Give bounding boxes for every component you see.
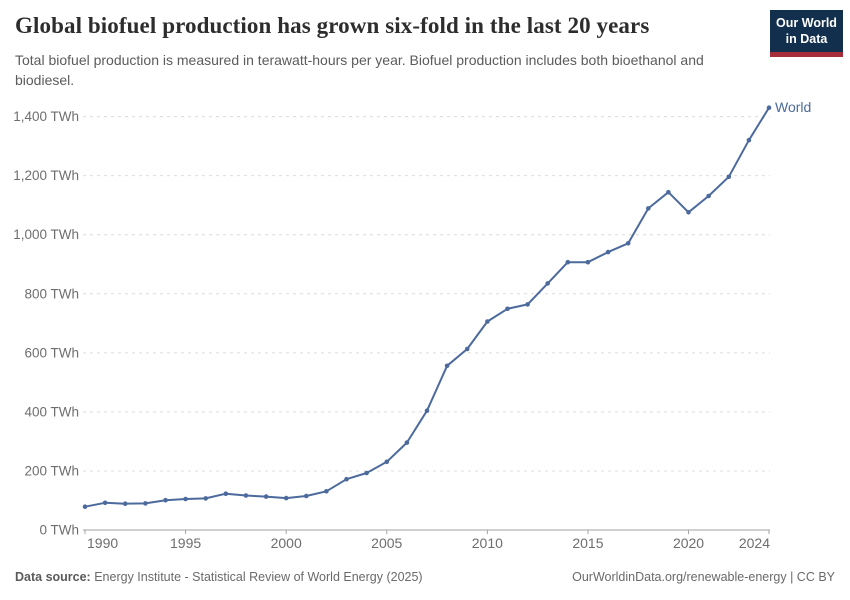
x-axis-tick-label: 2020 [673,535,704,551]
data-point-marker[interactable] [163,497,168,503]
data-point-marker[interactable] [424,408,430,414]
y-axis-tick-label: 1,200 TWh [13,168,79,183]
data-point-marker[interactable] [646,206,651,211]
license-cc-by[interactable]: CC BY [796,570,835,584]
y-axis-tick-label: 0 TWh [39,523,79,538]
data-point-marker[interactable] [304,493,309,499]
data-point-marker[interactable] [706,193,711,199]
data-point-marker[interactable] [384,459,390,465]
chart-subtitle: Total biofuel production is measured in … [15,52,704,89]
data-point-marker[interactable] [404,440,410,445]
data-point-marker[interactable] [324,489,329,494]
x-axis-tick-label: 2000 [271,535,302,551]
footer-attribution: OurWorldinData.org/renewable-energy | CC… [572,570,835,584]
data-source-label: Data source: [15,570,91,584]
series-end-label[interactable]: World [775,99,811,115]
x-axis-tick-label: 2015 [572,535,603,551]
y-axis-tick-label: 1,400 TWh [13,109,79,124]
data-point-marker[interactable] [263,494,269,499]
chart-footer: Data source: Energy Institute - Statisti… [15,570,835,584]
owid-logo-line2: in Data [785,32,828,47]
data-point-marker[interactable] [545,281,550,286]
series-line-world[interactable] [84,107,770,508]
data-point-marker[interactable] [485,319,490,324]
x-axis-tick-label: 1990 [87,535,118,551]
owid-logo-line1: Our World [776,16,837,30]
owid-url-link[interactable]: OurWorldinData.org/renewable-energy [572,570,787,584]
y-axis-tick-label: 200 TWh [24,463,79,478]
chart-title: Global biofuel production has grown six-… [15,13,650,38]
y-axis-tick-label: 1,000 TWh [13,227,79,242]
data-point-marker[interactable] [243,493,249,498]
data-point-marker[interactable] [203,496,208,501]
x-axis-tick-label: 2005 [371,535,402,551]
data-point-marker[interactable] [143,501,148,506]
data-point-marker[interactable] [102,500,108,506]
footer-separator: | [786,570,797,584]
data-point-marker[interactable] [585,259,591,265]
data-point-marker[interactable] [726,174,732,180]
data-point-marker[interactable] [505,306,510,312]
data-point-marker[interactable] [746,137,752,143]
data-point-marker[interactable] [625,241,631,246]
x-axis-tick-label: 2024 [739,535,770,551]
owid-logo: Our World in Data [770,10,843,57]
y-axis-tick-label: 600 TWh [24,345,79,360]
data-point-marker[interactable] [525,302,530,307]
data-point-marker[interactable] [666,189,671,195]
data-point-marker[interactable] [122,501,128,507]
data-point-marker[interactable] [364,470,369,476]
data-point-marker[interactable] [344,476,349,482]
x-axis-tick-label: 2010 [472,535,503,551]
data-point-marker[interactable] [605,249,611,255]
data-source: Data source: Energy Institute - Statisti… [15,570,423,584]
data-point-marker[interactable] [183,496,188,502]
data-point-marker[interactable] [283,495,289,501]
data-point-marker[interactable] [686,210,691,215]
y-axis-tick-label: 800 TWh [24,286,79,301]
y-axis-tick-label: 400 TWh [24,404,79,419]
x-axis-tick-label: 1995 [170,535,201,551]
data-point-marker[interactable] [444,363,450,369]
data-source-value: Energy Institute - Statistical Review of… [90,570,423,584]
data-point-marker[interactable] [464,346,470,352]
data-point-marker[interactable] [223,491,229,497]
data-point-marker[interactable] [565,259,571,265]
data-point-marker[interactable] [766,105,772,110]
data-point-marker[interactable] [82,504,88,510]
